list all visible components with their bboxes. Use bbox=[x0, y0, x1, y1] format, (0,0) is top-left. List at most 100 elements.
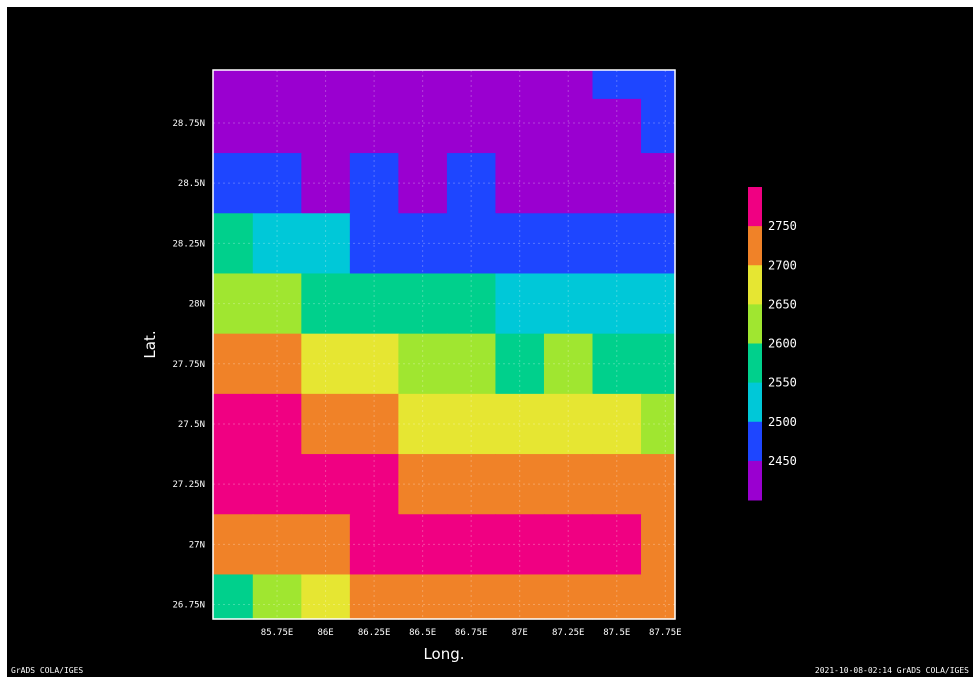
heatmap-cell bbox=[213, 333, 254, 395]
heatmap-cell bbox=[301, 153, 351, 214]
heatmap-cell bbox=[349, 454, 399, 515]
heatmap-cell bbox=[301, 213, 351, 275]
heatmap-cell bbox=[543, 213, 594, 275]
heatmap-cell bbox=[349, 574, 399, 620]
heatmap-cell bbox=[213, 574, 254, 620]
y-tick-label: 28.75N bbox=[172, 119, 205, 129]
x-tick-label: 87.75E bbox=[649, 628, 682, 638]
heatmap-cell bbox=[641, 98, 676, 154]
heatmap-cell bbox=[252, 213, 302, 275]
heatmap-cell bbox=[252, 574, 302, 620]
heatmap-cell bbox=[495, 273, 545, 335]
colorbar-segment bbox=[748, 460, 762, 501]
footer-left-credit: GrADS COLA/IGES bbox=[11, 666, 84, 675]
heatmap-cell bbox=[252, 514, 302, 576]
x-tick-label: 87.5E bbox=[603, 628, 630, 638]
heatmap-cell bbox=[641, 70, 676, 100]
colorbar-segment bbox=[748, 226, 762, 266]
heatmap-chart: 85.75E 86E 86.25E 86.5E 86.75E 87E 87.25E 87.5E… bbox=[141, 69, 797, 663]
heatmap-cell bbox=[446, 98, 497, 154]
heatmap-cell bbox=[398, 98, 448, 154]
heatmap-cell bbox=[543, 574, 594, 620]
heatmap-cell bbox=[641, 153, 676, 214]
colorbar-segment bbox=[748, 304, 762, 344]
heatmap-cell bbox=[592, 574, 642, 620]
heatmap-cell bbox=[398, 70, 448, 100]
heatmap-cell bbox=[543, 153, 594, 214]
heatmap-cell bbox=[543, 454, 594, 515]
heatmap-cell bbox=[495, 393, 545, 455]
heatmap-cell bbox=[252, 70, 302, 100]
x-tick-label: 86E bbox=[317, 628, 333, 638]
heatmap-cell bbox=[349, 70, 399, 100]
heatmap-cell bbox=[495, 454, 545, 515]
heatmap-cell bbox=[398, 454, 448, 515]
x-tick-label: 86.5E bbox=[409, 628, 436, 638]
heatmap-cell bbox=[213, 273, 254, 335]
y-tick-label: 27.25N bbox=[172, 480, 205, 490]
x-tick-labels: 85.75E 86E 86.25E 86.5E 86.75E 87E 87.25E 87.5E… bbox=[261, 628, 682, 638]
heatmap-cell bbox=[252, 333, 302, 395]
heatmap-cell bbox=[301, 273, 351, 335]
heatmap-cell bbox=[592, 213, 642, 275]
heatmap-cell bbox=[301, 98, 351, 154]
x-tick-label: 87E bbox=[512, 628, 528, 638]
heatmap-cell bbox=[301, 70, 351, 100]
y-tick-label: 27.75N bbox=[172, 360, 205, 370]
y-tick-label: 27.5N bbox=[178, 420, 205, 430]
heatmap-cell bbox=[495, 514, 545, 576]
y-tick-labels: 28.75N 28.5N 28.25N 28N 27.75N 27.5N 27.25N 27N… bbox=[172, 119, 205, 611]
heatmap-cell bbox=[213, 454, 254, 515]
plot-border bbox=[212, 69, 676, 620]
heatmap-cell bbox=[349, 213, 399, 275]
colorbar-label: 2450 bbox=[768, 454, 797, 468]
heatmap-cell bbox=[252, 454, 302, 515]
heatmap-cell bbox=[446, 70, 497, 100]
colorbar-label: 2500 bbox=[768, 415, 797, 429]
y-tick-label: 26.75N bbox=[172, 601, 205, 611]
heatmap-cell bbox=[592, 454, 642, 515]
heatmap-cell bbox=[592, 393, 642, 455]
heatmap-cell bbox=[398, 574, 448, 620]
x-tick-label: 85.75E bbox=[261, 628, 294, 638]
y-tick-label: 28.25N bbox=[172, 239, 205, 249]
colorbar-segment bbox=[748, 265, 762, 305]
heatmap-cell bbox=[641, 213, 676, 275]
heatmap-cell bbox=[398, 393, 448, 455]
colorbar-segment bbox=[748, 382, 762, 423]
heatmap-cell bbox=[641, 393, 676, 455]
heatmap-cell bbox=[252, 273, 302, 335]
heatmap-cell bbox=[446, 574, 497, 620]
heatmap-cell bbox=[592, 70, 642, 100]
heatmap-cell bbox=[398, 273, 448, 335]
heatmap-cell bbox=[446, 153, 497, 214]
heatmap-cell bbox=[641, 273, 676, 335]
footer-right-timestamp: 2021-10-08-02:14 GrADS COLA/IGES bbox=[814, 666, 969, 675]
heatmap-cell bbox=[252, 153, 302, 214]
heatmap-cell bbox=[641, 454, 676, 515]
heatmap-cell bbox=[495, 213, 545, 275]
heatmap-cell bbox=[301, 393, 351, 455]
colorbar-label: 2600 bbox=[768, 337, 797, 351]
colorbar-segment bbox=[748, 421, 762, 462]
heatmap-cell bbox=[446, 213, 497, 275]
heatmap-cell bbox=[213, 393, 254, 455]
heatmap-cell bbox=[543, 98, 594, 154]
heatmap-cell bbox=[641, 514, 676, 576]
heatmap-cell bbox=[398, 153, 448, 214]
heatmap-cell bbox=[543, 514, 594, 576]
heatmap-cell bbox=[446, 454, 497, 515]
heatmap-cell bbox=[495, 70, 545, 100]
heatmap-cell bbox=[349, 393, 399, 455]
heatmap-cell bbox=[641, 333, 676, 395]
heatmap-cell bbox=[301, 574, 351, 620]
heatmap-cell bbox=[495, 98, 545, 154]
heatmap-cell bbox=[252, 393, 302, 455]
y-tick-label: 27N bbox=[189, 540, 205, 550]
heatmap-cell bbox=[349, 98, 399, 154]
heatmap-cell bbox=[446, 273, 497, 335]
heatmap-cell bbox=[301, 514, 351, 576]
colorbar-segment bbox=[748, 187, 762, 227]
y-axis-title: Lat. bbox=[141, 330, 159, 358]
